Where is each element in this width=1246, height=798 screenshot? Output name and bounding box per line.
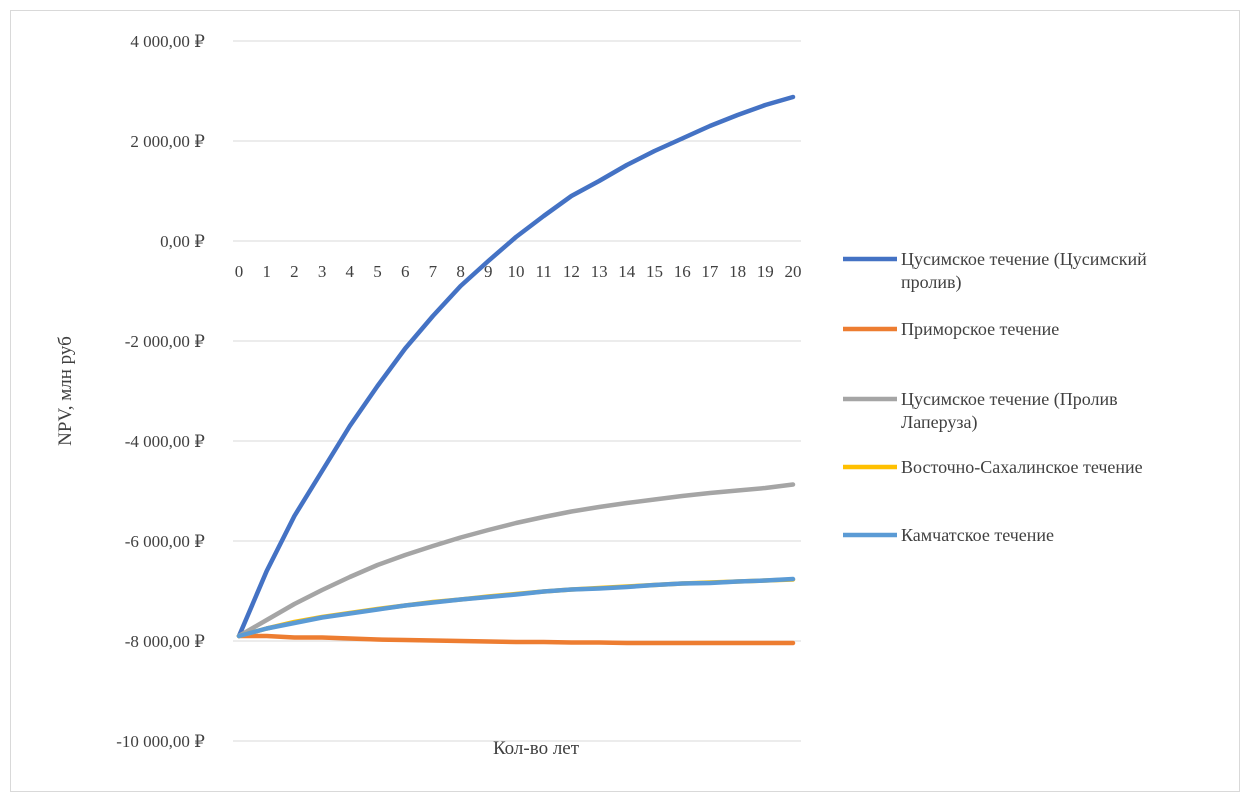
series-line-2 — [236, 633, 796, 646]
x-tick-label: 6 — [401, 262, 410, 281]
y-tick-label: -4 000,00 ₽ — [125, 432, 205, 451]
legend-item: Восточно-Сахалинское течение — [843, 457, 1143, 477]
y-tick-label: -10 000,00 ₽ — [116, 732, 205, 751]
gridlines — [233, 40, 801, 742]
x-tick-label: 17 — [701, 262, 719, 281]
legend-label: Цусимское течение (Цусимский — [901, 249, 1147, 270]
y-tick-label: -8 000,00 ₽ — [125, 632, 205, 651]
legend-item: Приморское течение — [843, 319, 1059, 339]
legend-label: Восточно-Сахалинское течение — [901, 457, 1143, 477]
x-tick-label: 8 — [456, 262, 465, 281]
series-line-3 — [236, 482, 796, 639]
x-tick-label: 10 — [508, 262, 525, 281]
x-axis-title: Кол-во лет — [493, 738, 580, 759]
series-line-1 — [236, 94, 796, 639]
y-tick-label: -2 000,00 ₽ — [125, 332, 205, 351]
line-chart: 4 000,00 ₽ 2 000,00 ₽ 0,00 ₽ -2 000,00 ₽ -4 … — [55, 32, 1147, 759]
x-tick-label: 7 — [429, 262, 438, 281]
legend-label: Приморское течение — [901, 319, 1059, 339]
x-tick-label: 5 — [373, 262, 382, 281]
x-tick-label: 9 — [484, 262, 493, 281]
x-tick-label: 12 — [563, 262, 580, 281]
x-tick-label: 0 — [235, 262, 244, 281]
legend-label: Цусимское течение (Пролив — [901, 389, 1118, 410]
x-tick-label: 13 — [591, 262, 608, 281]
x-tick-label: 15 — [646, 262, 663, 281]
y-tick-label: 0,00 ₽ — [160, 232, 205, 251]
legend-item: Камчатское течение — [843, 525, 1054, 545]
y-tick-label: -6 000,00 ₽ — [125, 532, 205, 551]
x-tick-label: 19 — [757, 262, 774, 281]
chart-frame: 4 000,00 ₽ 2 000,00 ₽ 0,00 ₽ -2 000,00 ₽ -4 … — [10, 10, 1240, 792]
x-tick-label: 20 — [785, 262, 802, 281]
series-lines — [236, 94, 796, 646]
x-tick-label: 2 — [290, 262, 299, 281]
y-axis-title: NPV, млн руб — [55, 336, 76, 446]
legend-label: Лаперуза) — [901, 412, 977, 433]
x-tick-label: 11 — [536, 262, 552, 281]
legend-label: пролив) — [901, 272, 962, 293]
y-tick-label: 2 000,00 ₽ — [130, 132, 205, 151]
y-tick-label: 4 000,00 ₽ — [130, 32, 205, 51]
x-tick-label: 18 — [729, 262, 746, 281]
legend-label: Камчатское течение — [901, 525, 1054, 545]
x-tick-label: 14 — [618, 262, 636, 281]
x-tick-label: 16 — [674, 262, 691, 281]
series-line-5 — [236, 576, 796, 639]
x-tick-label: 1 — [262, 262, 271, 281]
x-axis-tick-labels: 0 1 2 3 4 5 6 7 8 9 10 11 12 13 14 15 16 17 18 19 20 — [235, 262, 802, 281]
x-tick-label: 3 — [318, 262, 327, 281]
x-tick-label: 4 — [346, 262, 355, 281]
y-axis-tick-labels: 4 000,00 ₽ 2 000,00 ₽ 0,00 ₽ -2 000,00 ₽ -4 … — [116, 32, 205, 751]
